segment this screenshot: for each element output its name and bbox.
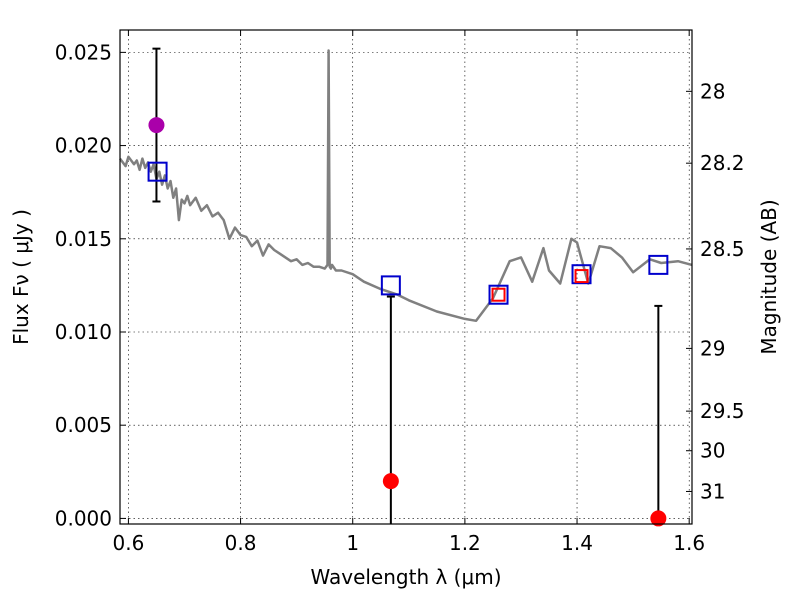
y-tick-label: 0.000 [55, 506, 112, 530]
y-tick-label: 0.010 [55, 320, 112, 344]
points-layer [147, 47, 669, 527]
x-tick-label: 1.6 [673, 531, 705, 555]
model-photometry-square [147, 161, 168, 182]
x-tick-label: 0.6 [113, 531, 145, 555]
x-tick-label: 1.4 [561, 531, 593, 555]
y2-tick-label: 30 [700, 439, 725, 463]
model-photometry-square [488, 284, 509, 305]
y2-tick-label: 28 [700, 79, 725, 103]
observed-upper-limits-point [382, 473, 399, 490]
model-photometry-square [380, 275, 401, 296]
model-spectrum-line [118, 49, 693, 323]
model-photometry-small-square [574, 269, 589, 284]
observed-detection-point [148, 117, 165, 134]
y-tick-label: 0.020 [55, 134, 112, 158]
y2-tick-label: 28.5 [700, 237, 745, 261]
model-photometry-small-square [491, 287, 506, 302]
x-tick-label: 1 [346, 531, 359, 555]
y2-tick-label: 31 [700, 479, 725, 503]
model-photometry-square [648, 254, 669, 275]
y2-tick-label: 28.2 [700, 151, 745, 175]
spectrum-layer [118, 49, 693, 323]
x-axis-label: Wavelength λ (μm) [310, 565, 501, 589]
plot-frame [119, 29, 693, 525]
axis-ticks: 0.6 0.8 1 1.2 1.4 1.6 0.000 0.005 0.010 0.015 0.02… [55, 30, 745, 555]
y-tick-label: 0.005 [55, 413, 112, 437]
x-tick-label: 0.8 [225, 531, 257, 555]
y2-tick-label: 29 [700, 336, 725, 360]
y-tick-label: 0.025 [55, 40, 112, 64]
y-tick-label: 0.015 [55, 227, 112, 251]
model-photometry-square [571, 264, 592, 285]
x-tick-label: 1.2 [449, 531, 481, 555]
grid [120, 30, 692, 524]
observed-upper-limits-point [650, 510, 667, 527]
y2-axis-label: Magnitude (AB) [757, 199, 781, 354]
y-axis-label: Flux Fν ( μJy ) [9, 209, 33, 345]
y2-tick-label: 29.5 [700, 399, 745, 423]
